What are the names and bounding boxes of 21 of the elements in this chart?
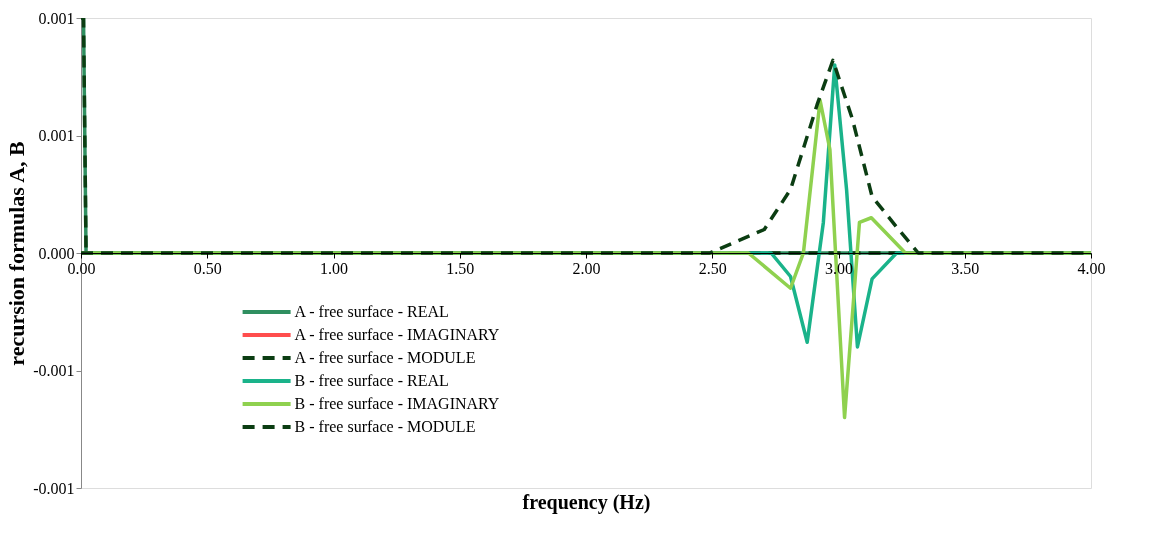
- legend-label: B - free surface - REAL: [294, 372, 449, 389]
- x-axis-title: frequency (Hz): [522, 490, 651, 514]
- legend-label: A - free surface - REAL: [294, 303, 449, 320]
- x-tick-label: 0.50: [193, 259, 222, 277]
- legend-label: A - free surface - IMAGINARY: [294, 326, 500, 343]
- x-tick-label: 3.50: [951, 259, 980, 277]
- x-tick-label: 4.00: [1077, 259, 1106, 277]
- y-axis-title: recursion formulas A, B: [4, 140, 30, 366]
- y-tick-label: -0.001: [33, 362, 75, 379]
- y-tick-label: 0.000: [38, 244, 75, 262]
- y-tick-label: -0.001: [33, 479, 75, 497]
- y-tick-label: 0.001: [38, 9, 75, 27]
- x-tick-label: 2.50: [698, 259, 727, 277]
- x-tick-label: 1.50: [446, 259, 475, 277]
- y-tick-label: 0.001: [38, 127, 75, 144]
- legend-label: B - free surface - MODULE: [294, 418, 476, 435]
- x-tick-label: 1.00: [320, 259, 348, 277]
- legend-label: A - free surface - MODULE: [294, 349, 476, 366]
- x-tick-label: 2.00: [572, 259, 601, 277]
- legend-label: B - free surface - IMAGINARY: [294, 395, 500, 412]
- x-tick-label: 0.00: [67, 259, 96, 277]
